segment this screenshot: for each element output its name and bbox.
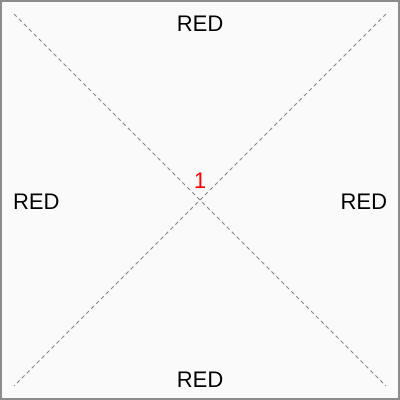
bottom-label: RED (176, 367, 224, 392)
left-label: RED (13, 189, 60, 214)
right-label: RED (340, 189, 387, 214)
top-label: RED (176, 11, 224, 36)
center-number: 1 (193, 168, 207, 193)
diagonal-line-top-right-to-bottom-left (13, 13, 387, 387)
diagonal-line-top-left-to-bottom-right (13, 13, 387, 387)
